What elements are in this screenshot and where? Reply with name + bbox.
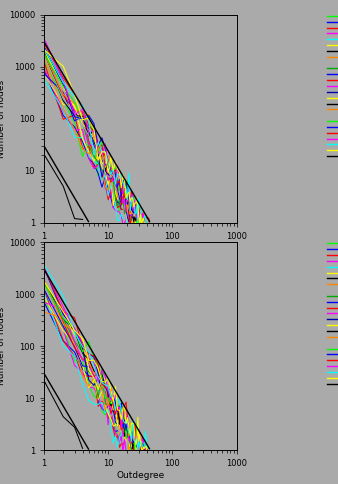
Y-axis label: Number of nodes: Number of nodes — [0, 79, 6, 158]
Y-axis label: Number of nodes: Number of nodes — [0, 307, 6, 385]
X-axis label: Indegree: Indegree — [120, 243, 161, 253]
Legend: 1/1999, 2/1999, 5/1999, 7/1999, 9/1999, 11/1999, 1/2000, 3/2000, 5/2000, 7/2000,: 1/1999, 2/1999, 5/1999, 7/1999, 9/1999, … — [327, 241, 338, 387]
Legend: 1/1999, 2/1999, 5/1999, 7/1999, 9/1999, 11/1999, 1/2000, 3/2000, 5/2000, 7/2000,: 1/1999, 2/1999, 5/1999, 7/1999, 9/1999, … — [327, 13, 338, 160]
X-axis label: Outdegree: Outdegree — [116, 471, 164, 480]
